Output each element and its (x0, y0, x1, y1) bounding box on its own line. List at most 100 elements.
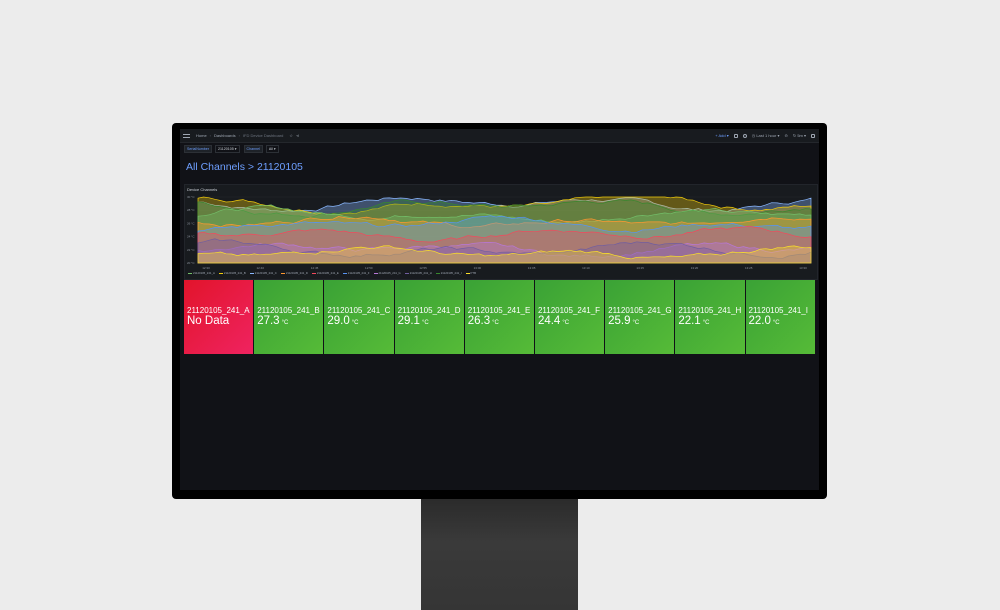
legend-label: 21120105_241_A (193, 271, 215, 275)
channel-unit: °C (632, 320, 640, 326)
channel-tile[interactable]: 21120105_241_A No Data (184, 280, 254, 354)
chart-legend: 21120105_241_A 21120105_241_B 21120105_241… (188, 271, 476, 275)
channel-unit: °C (351, 320, 359, 326)
series-area (197, 199, 812, 264)
menu-icon[interactable] (183, 133, 190, 138)
series-area (197, 196, 812, 264)
series-area (197, 245, 812, 264)
x-tick-label: 13:15 (636, 266, 644, 270)
page-title-serial[interactable]: 21120105 (256, 161, 303, 173)
add-label: Add (718, 133, 726, 138)
page-title-arrow: > (247, 161, 255, 173)
channel-name: 21120105_241_B (257, 306, 320, 315)
channel-unit: °C (702, 320, 710, 326)
channel-tile[interactable]: 21120105_241_E 26.3 °C (464, 280, 534, 354)
variable-channel-select[interactable]: All ▾ (265, 145, 279, 153)
breadcrumb-separator: › (238, 133, 240, 138)
legend-swatch (188, 272, 192, 274)
breadcrumb-dashboards[interactable]: Dashboards (214, 133, 236, 138)
channel-value: 22.1 °C (678, 315, 744, 330)
legend-label: PTB (470, 271, 476, 275)
legend-item[interactable]: 21120105_241_D (280, 271, 308, 275)
variable-channel-value: All (268, 147, 273, 151)
channel-value: No Data (187, 315, 253, 328)
page-title: All Channels > 21120105 (186, 161, 303, 173)
legend-label: 21120105_241_F (347, 271, 370, 275)
channel-unit: °C (562, 320, 570, 326)
variable-serial-select[interactable]: 21120105 ▾ (214, 145, 240, 153)
legend-swatch (218, 272, 223, 274)
channel-value: 29.1 °C (398, 315, 464, 330)
channel-tile[interactable]: 21120105_241_F 24.4 °C (534, 280, 605, 354)
legend-swatch (342, 272, 347, 274)
channel-name: 21120105_241_C (327, 306, 391, 315)
dashboard-screen: Home › Dashboards › IFD Device Dashboard… (180, 129, 819, 490)
legend-swatch (435, 272, 440, 274)
legend-item[interactable]: PTB (465, 271, 476, 275)
channel-value: 26.3 °C (468, 315, 534, 330)
zoom-out-icon[interactable]: ⊖ (784, 133, 788, 138)
breadcrumb-separator: › (209, 133, 212, 138)
channel-value-number: 22.1 (678, 315, 701, 327)
x-tick-label: 12:30 (202, 266, 210, 270)
breadcrumb-home[interactable]: Home (196, 133, 207, 138)
legend-item[interactable]: 21120105_241_I (435, 271, 462, 275)
variable-serial-label: SerialNumber (184, 145, 212, 153)
legend-item[interactable]: 21120105_241_C (249, 271, 277, 275)
y-tick-label: 22 °C (187, 248, 195, 252)
star-icon[interactable]: ☆ (289, 133, 293, 138)
legend-swatch (280, 272, 285, 274)
view-mode-icon[interactable] (811, 133, 815, 138)
legend-item[interactable]: 21120105_241_G (373, 271, 401, 275)
channel-tiles: 21120105_241_A No Data 21120105_241_B 27.3 °… (184, 280, 815, 354)
chart-panel-title: Device Channels (187, 187, 218, 192)
variable-serial-value: 21120105 (217, 147, 234, 151)
channel-tile[interactable]: 21120105_241_H 22.1 °C (675, 280, 745, 354)
y-tick-label: 28 °C (187, 208, 195, 212)
share-icon[interactable]: ⋖ (296, 133, 300, 138)
channel-value-number: 27.3 (257, 315, 280, 327)
x-tick-label: 13:00 (474, 266, 482, 270)
legend-item[interactable]: 21120105_241_A (188, 271, 215, 275)
channel-value-number: 29.1 (397, 315, 420, 327)
legend-item[interactable]: 21120105_241_E (311, 271, 339, 275)
channel-value-number: 25.9 (608, 315, 631, 327)
variables-bar: SerialNumber 21120105 ▾ Channel All ▾ (184, 145, 280, 153)
legend-label: 21120105_241_H (409, 271, 432, 275)
legend-label: 21120105_241_I (440, 271, 462, 275)
page-title-prefix[interactable]: All Channels (186, 161, 245, 173)
refresh-button[interactable]: ↻ 5m ▾ (792, 133, 806, 138)
channel-value-number: No Data (187, 315, 230, 327)
channel-tile[interactable]: 21120105_241_D 29.1 °C (394, 280, 464, 354)
chart-panel: 30 °C 28 °C 26 °C 24 °C 22 °C 20 °C 12:30 12:40… (184, 184, 818, 280)
channel-value-number: 22.0 (748, 315, 771, 327)
monitor-stand (421, 497, 578, 610)
channel-name: 21120105_241_D (397, 306, 461, 315)
channel-tile[interactable]: 21120105_241_C 29.0 °C (324, 280, 394, 354)
save-icon[interactable] (733, 133, 738, 138)
settings-icon[interactable] (742, 133, 747, 138)
legend-item[interactable]: 21120105_241_H (404, 271, 432, 275)
channel-value: 27.3 °C (257, 315, 323, 330)
x-tick-label: 13:05 (528, 266, 536, 270)
channel-tile[interactable]: 21120105_241_B 27.3 °C (254, 280, 324, 354)
y-tick-label: 24 °C (187, 235, 195, 239)
legend-item[interactable]: 21120105_241_B (218, 271, 246, 275)
legend-label: 21120105_241_E (316, 271, 339, 275)
x-tick-label: 12:55 (419, 266, 427, 270)
time-picker[interactable]: ◷ Last 1 hour ▾ (751, 133, 780, 138)
channels-chart[interactable]: 30 °C 28 °C 26 °C 24 °C 22 °C 20 °C 12:30 12:40… (185, 185, 817, 279)
legend-swatch (404, 272, 409, 274)
channel-unit: °C (492, 320, 499, 326)
x-tick-label: 12:40 (257, 266, 265, 270)
add-button[interactable]: + Add ▾ (715, 133, 729, 138)
legend-swatch (465, 272, 470, 274)
y-tick-label: 30 °C (187, 195, 195, 199)
channel-name: 21120105_241_H (678, 306, 742, 315)
channel-tile[interactable]: 21120105_241_I 22.0 °C (745, 280, 815, 354)
breadcrumb-dashboard[interactable]: IFD Device Dashboard (242, 133, 284, 138)
x-tick-label: 12:50 (365, 266, 373, 270)
channel-tile[interactable]: 21120105_241_G 25.9 °C (605, 280, 675, 354)
channel-value: 25.9 °C (608, 315, 674, 330)
legend-item[interactable]: 21120105_241_F (342, 271, 370, 275)
